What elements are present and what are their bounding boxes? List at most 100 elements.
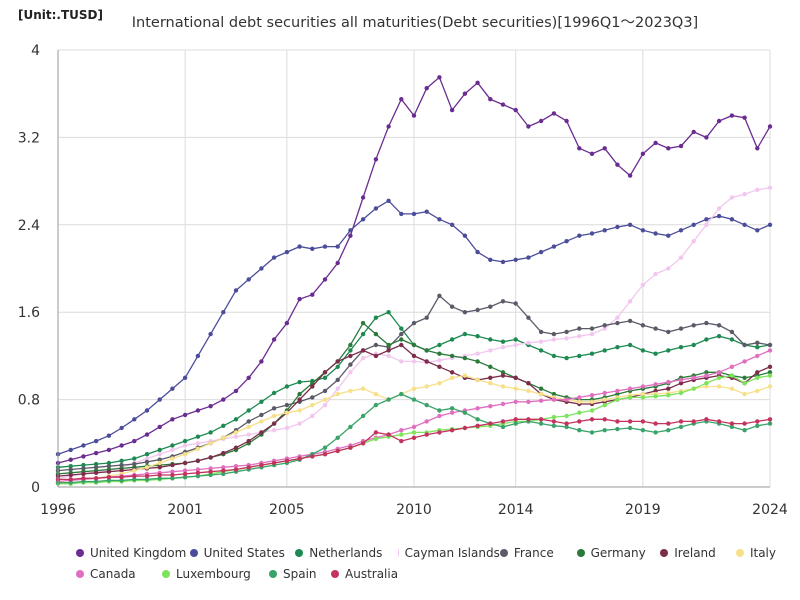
x-tick-label: 1996	[40, 502, 76, 518]
data-point-italy	[500, 384, 506, 389]
data-point-united-states	[627, 222, 633, 227]
data-point-spain	[449, 406, 455, 411]
data-point-spain	[106, 478, 112, 483]
data-point-united-states	[526, 255, 531, 260]
data-point-cayman-islands	[678, 255, 684, 260]
legend-item[interactable]: Germany	[576, 546, 661, 560]
legend-marker	[660, 548, 669, 557]
data-point-australia	[233, 467, 239, 472]
data-point-luxembourg	[577, 410, 582, 415]
data-point-canada	[449, 410, 455, 415]
data-point-united-kingdom	[564, 118, 569, 124]
data-point-australia	[551, 419, 557, 424]
data-point-ireland	[271, 421, 277, 426]
data-point-spain	[729, 424, 735, 430]
legend-marker	[736, 548, 744, 557]
data-point-united-kingdom	[157, 424, 162, 430]
legend-item[interactable]: Australia	[331, 567, 411, 581]
data-point-united-kingdom	[246, 375, 251, 380]
data-point-france	[335, 377, 340, 383]
data-point-australia	[271, 460, 277, 466]
data-point-germany	[373, 331, 379, 337]
legend-item[interactable]: Luxembourg	[162, 567, 269, 581]
legend-item[interactable]: Ireland	[660, 546, 736, 560]
series-italy	[55, 373, 773, 484]
data-point-italy	[233, 430, 239, 435]
data-point-cayman-islands	[170, 447, 175, 453]
data-point-united-states	[310, 246, 315, 251]
data-point-cayman-islands	[195, 441, 201, 446]
data-point-united-kingdom	[81, 454, 86, 459]
data-point-luxembourg	[399, 432, 404, 437]
data-point-germany	[538, 386, 544, 391]
data-point-luxembourg	[551, 414, 557, 420]
data-point-australia	[729, 421, 735, 426]
data-point-australia	[284, 458, 290, 463]
data-point-italy	[424, 384, 429, 389]
data-point-italy	[488, 381, 493, 386]
data-point-spain	[221, 471, 226, 477]
data-point-france	[462, 310, 468, 315]
data-point-united-kingdom	[424, 86, 429, 91]
data-point-ireland	[297, 397, 302, 402]
legend-item[interactable]: United Kingdom	[76, 546, 190, 560]
data-point-united-states	[462, 233, 468, 238]
data-point-united-states	[742, 222, 747, 227]
data-point-luxembourg	[373, 436, 379, 442]
data-point-spain	[666, 428, 671, 433]
data-point-cayman-islands	[322, 402, 328, 408]
data-point-ireland	[221, 450, 226, 456]
data-point-italy	[297, 408, 302, 413]
legend-item[interactable]: United States	[189, 546, 296, 560]
data-point-australia	[640, 419, 646, 424]
legend-item[interactable]: Netherlands	[295, 546, 398, 560]
data-point-united-states	[615, 224, 620, 230]
legend-label: Canada	[90, 566, 136, 581]
legend-item[interactable]: Italy	[736, 546, 776, 560]
data-point-australia	[93, 476, 99, 481]
legend-item[interactable]: Canada	[76, 567, 162, 581]
x-tick-label: 2001	[167, 502, 203, 518]
data-point-ireland	[106, 469, 112, 474]
data-point-united-kingdom	[221, 397, 226, 402]
data-point-united-kingdom	[449, 107, 455, 113]
data-point-italy	[259, 419, 264, 424]
data-point-cayman-islands	[602, 326, 607, 331]
data-point-italy	[729, 386, 735, 391]
legend-label: Ireland	[674, 545, 716, 560]
legend-item[interactable]: France	[499, 546, 577, 560]
data-point-united-states	[170, 386, 175, 391]
data-point-luxembourg	[678, 390, 684, 396]
data-point-australia	[360, 441, 366, 446]
data-point-united-states	[653, 231, 658, 236]
legend-label: Spain	[283, 566, 317, 581]
data-point-canada	[551, 397, 557, 402]
data-point-germany	[386, 342, 391, 348]
data-point-canada	[564, 397, 569, 402]
data-point-australia	[348, 445, 353, 450]
legend-item[interactable]: Spain	[269, 567, 331, 581]
x-tick-label: 2014	[498, 502, 534, 518]
legend-marker	[269, 569, 277, 578]
data-point-united-kingdom	[106, 447, 112, 453]
data-point-spain	[322, 445, 328, 450]
data-point-netherlands	[106, 460, 112, 466]
data-point-canada	[742, 359, 747, 364]
data-point-netherlands	[627, 342, 633, 348]
data-point-france	[627, 318, 633, 324]
data-point-united-states	[577, 233, 582, 238]
data-point-australia	[424, 432, 429, 437]
data-point-canada	[704, 373, 709, 378]
data-point-ireland	[208, 455, 213, 460]
data-point-united-states	[106, 433, 112, 438]
legend-item[interactable]: Cayman Islands	[397, 546, 500, 560]
data-point-united-states	[208, 331, 213, 337]
data-point-australia	[437, 430, 442, 435]
data-point-luxembourg	[716, 375, 722, 380]
data-point-italy	[449, 375, 455, 380]
data-point-netherlands	[182, 438, 188, 444]
data-point-canada	[627, 386, 633, 391]
data-point-australia	[259, 462, 264, 468]
data-point-netherlands	[360, 331, 366, 337]
data-point-luxembourg	[653, 394, 658, 399]
